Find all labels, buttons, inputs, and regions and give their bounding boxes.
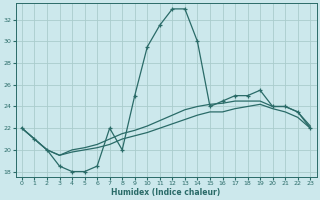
X-axis label: Humidex (Indice chaleur): Humidex (Indice chaleur) bbox=[111, 188, 221, 197]
